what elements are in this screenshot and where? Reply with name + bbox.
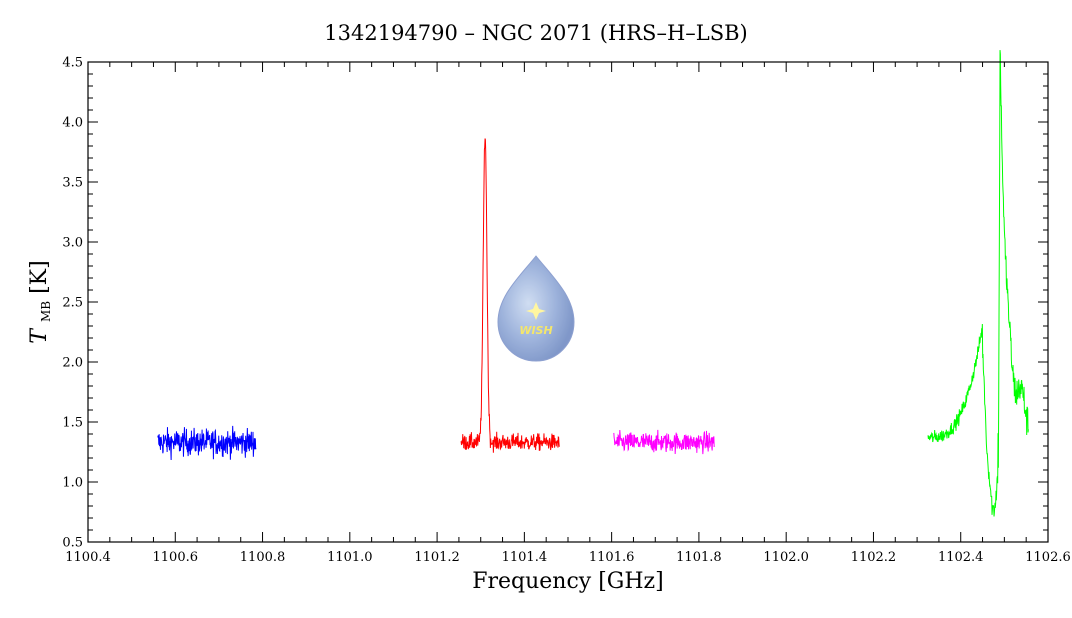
svg-text:T MB [K]: T MB [K] — [27, 260, 56, 343]
x-tick-label: 1100.6 — [153, 550, 199, 565]
y-tick-label: 4.0 — [62, 116, 83, 131]
y-axis-label-unit: [K] — [27, 260, 52, 294]
y-axis-label-sub: MB — [39, 301, 53, 322]
spectrum-series-line — [157, 425, 257, 461]
spectrum-series-line — [927, 50, 1029, 517]
x-tick-label: 1100.4 — [65, 550, 111, 565]
x-tick-label: 1102.2 — [851, 550, 897, 565]
x-tick-label: 1102.6 — [1025, 550, 1071, 565]
wish-logo: WISH — [497, 255, 575, 362]
y-tick-label: 1.5 — [62, 416, 83, 431]
y-tick-label: 1.0 — [62, 476, 83, 491]
y-tick-label: 2.0 — [62, 356, 83, 371]
x-tick-label: 1102.4 — [938, 550, 984, 565]
y-axis-label-main: T — [27, 327, 52, 344]
y-tick-label: 3.5 — [62, 176, 83, 191]
x-tick-label: 1101.0 — [327, 550, 373, 565]
spectrum-series-line — [460, 138, 560, 453]
y-tick-label: 0.5 — [62, 536, 83, 551]
chart-title: 1342194790 – NGC 2071 (HRS–H–LSB) — [324, 21, 747, 45]
y-tick-label: 3.0 — [62, 236, 83, 251]
y-tick-label: 2.5 — [62, 296, 83, 311]
x-tick-label: 1100.8 — [240, 550, 286, 565]
logo-text: WISH — [519, 324, 552, 337]
y-axis-label: T MB [K] — [27, 260, 56, 343]
x-tick-label: 1101.2 — [414, 550, 460, 565]
y-axis-ticks: 0.5 1.0 1.5 2.0 2.5 3.0 3.5 4.0 4.5 — [62, 56, 1048, 551]
x-axis-ticks: 1100.4 1100.6 1100.8 1101.0 1101.2 1101.4 1101… — [65, 62, 1071, 565]
spectrum-series-line — [613, 429, 715, 455]
plot-series — [157, 50, 1029, 517]
logo-star-shape — [526, 302, 546, 320]
x-tick-label: 1101.4 — [502, 550, 548, 565]
y-tick-label: 4.5 — [62, 56, 83, 71]
x-tick-label: 1101.8 — [676, 550, 722, 565]
x-axis-label: Frequency [GHz] — [472, 569, 664, 594]
x-tick-label: 1101.6 — [589, 550, 635, 565]
x-tick-label: 1102.0 — [763, 550, 809, 565]
